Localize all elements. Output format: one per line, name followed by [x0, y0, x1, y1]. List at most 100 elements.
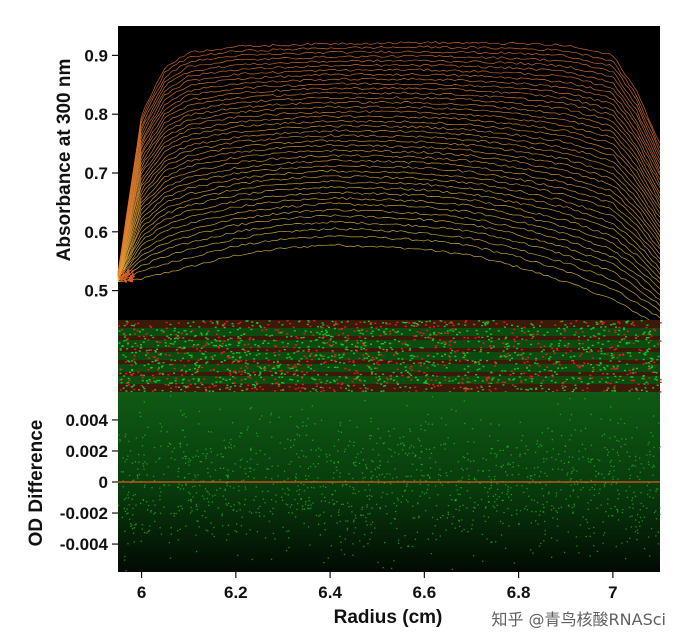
- bitmap-pixel: [301, 371, 304, 373]
- residual-point: [401, 442, 404, 444]
- residual-point: [530, 549, 532, 551]
- bitmap-pixel: [526, 367, 528, 369]
- residual-point: [371, 460, 373, 462]
- bitmap-pixel: [518, 376, 521, 378]
- residual-point: [340, 549, 343, 551]
- residual-point: [339, 422, 342, 424]
- residual-point: [574, 483, 576, 485]
- bitmap-pixel: [131, 385, 134, 388]
- bitmap-pixel: [239, 321, 242, 324]
- bitmap-pixel: [247, 343, 250, 345]
- residual-point: [458, 509, 460, 511]
- bitmap-pixel: [581, 389, 584, 392]
- bitmap-pixel: [294, 370, 297, 372]
- residual-point: [343, 450, 346, 453]
- bitmap-pixel: [613, 368, 616, 370]
- bitmap-pixel: [573, 334, 576, 336]
- bitmap-pixel: [139, 347, 142, 349]
- residual-point: [185, 462, 187, 464]
- scan-curve: [117, 164, 661, 279]
- bitmap-pixel: [143, 364, 146, 367]
- bitmap-pixel: [218, 336, 221, 338]
- bitmap-pixel: [283, 373, 286, 375]
- residual-point: [558, 480, 560, 482]
- residual-point: [264, 453, 266, 456]
- bitmap-pixel: [429, 337, 432, 339]
- bitmap-pixel: [121, 329, 123, 331]
- bitmap-pixel: [606, 388, 609, 390]
- residual-point: [336, 501, 338, 503]
- bitmap-pixel: [504, 338, 507, 340]
- bitmap-pixel: [454, 355, 457, 358]
- bitmap-pixel: [521, 358, 524, 360]
- bitmap-pixel: [642, 358, 645, 361]
- bitmap-pixel: [314, 378, 317, 381]
- od-difference-y-tick-label: 0: [99, 473, 108, 492]
- residual-point: [163, 506, 165, 508]
- residual-point: [399, 437, 401, 439]
- bitmap-pixel: [215, 345, 217, 347]
- bitmap-pixel: [617, 333, 620, 336]
- residual-point: [585, 535, 587, 538]
- residual-point: [370, 532, 373, 534]
- bitmap-pixel: [377, 364, 380, 366]
- bitmap-pixel: [549, 345, 552, 347]
- bitmap-pixel: [424, 382, 427, 384]
- bitmap-pixel: [164, 345, 167, 347]
- bitmap-pixel: [531, 376, 534, 378]
- residual-point: [485, 506, 487, 508]
- residual-point: [347, 445, 350, 447]
- bitmap-pixel: [386, 382, 389, 384]
- bitmap-pixel: [237, 340, 240, 343]
- bitmap-pixel: [274, 390, 277, 392]
- bitmap-pixel: [202, 346, 205, 348]
- residual-point: [121, 516, 123, 519]
- residual-point: [450, 408, 453, 411]
- residual-point: [374, 468, 376, 470]
- residual-point: [189, 493, 191, 495]
- residual-point: [649, 555, 651, 557]
- residual-point: [363, 545, 365, 548]
- residual-point: [567, 504, 570, 506]
- bitmap-pixel: [416, 355, 419, 358]
- bitmap-pixel: [477, 390, 480, 393]
- bitmap-pixel: [259, 366, 262, 368]
- bitmap-pixel: [607, 340, 610, 342]
- bitmap-pixel: [150, 326, 153, 328]
- bitmap-pixel: [201, 366, 204, 369]
- bitmap-pixel: [215, 381, 218, 383]
- bitmap-pixel: [176, 338, 179, 340]
- residual-point: [438, 479, 440, 481]
- bitmap-pixel: [251, 384, 254, 386]
- bitmap-pixel: [594, 336, 597, 338]
- residual-point: [356, 426, 358, 428]
- residual-point: [482, 470, 484, 472]
- bitmap-pixel: [464, 321, 467, 323]
- bitmap-pixel: [375, 327, 378, 329]
- bitmap-pixel: [325, 374, 328, 376]
- bitmap-pixel: [344, 336, 347, 339]
- bitmap-pixel: [161, 389, 164, 392]
- bitmap-pixel: [640, 389, 643, 391]
- bitmap-pixel: [292, 366, 295, 368]
- residual-point: [490, 452, 492, 454]
- residual-point: [557, 525, 559, 527]
- residual-point: [604, 482, 606, 484]
- residual-point: [421, 491, 423, 493]
- bitmap-pixel: [327, 356, 330, 359]
- residual-point: [271, 499, 273, 501]
- residual-point: [578, 458, 580, 460]
- bitmap-pixel: [245, 365, 248, 367]
- bitmap-pixel: [577, 377, 580, 379]
- residual-point: [203, 498, 205, 500]
- bitmap-pixel: [628, 342, 631, 344]
- residual-point: [354, 514, 356, 517]
- residual-point: [185, 525, 187, 527]
- bitmap-pixel: [548, 359, 551, 361]
- residual-point: [323, 561, 325, 564]
- residual-point: [339, 535, 341, 538]
- residual-point: [332, 477, 335, 479]
- bitmap-pixel: [409, 359, 412, 361]
- bitmap-pixel: [637, 383, 640, 385]
- bitmap-pixel: [466, 337, 469, 339]
